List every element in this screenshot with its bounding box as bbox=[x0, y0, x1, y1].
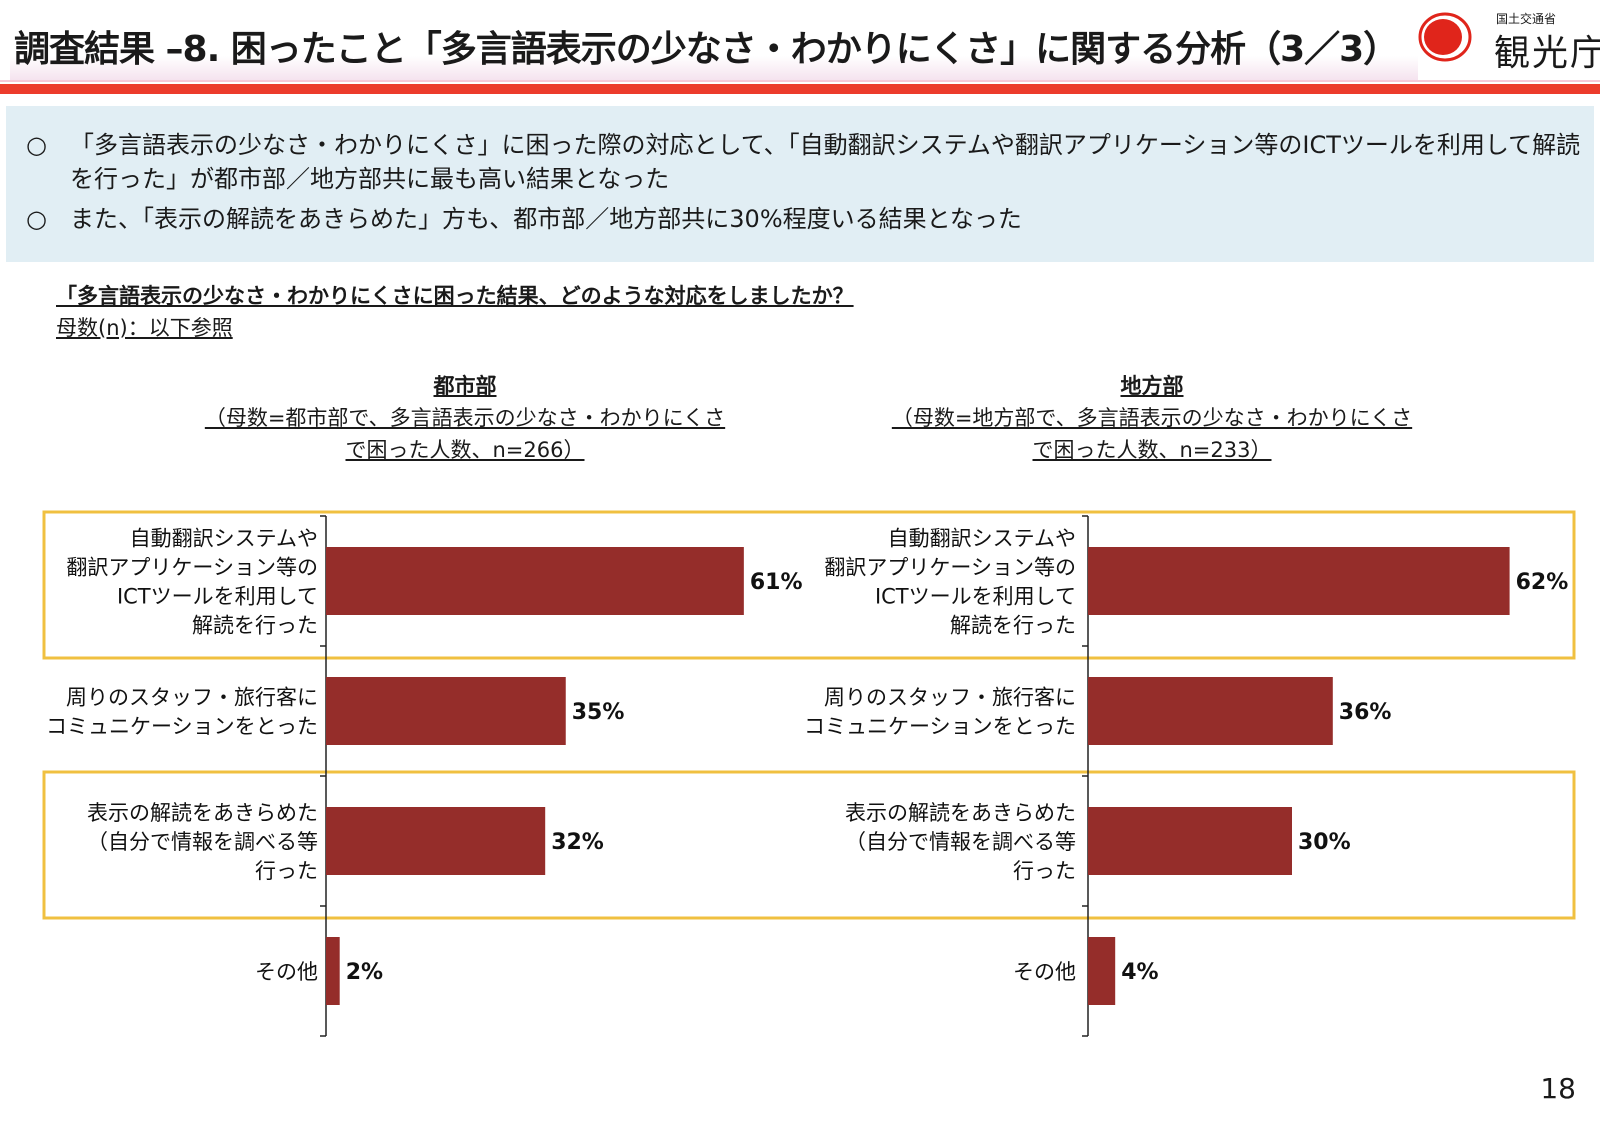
bar-value-label: 4% bbox=[1121, 960, 1158, 985]
bar-value-label: 30% bbox=[1298, 830, 1351, 855]
page-number: 18 bbox=[1540, 1072, 1576, 1105]
category-label: 解読を行った bbox=[950, 614, 1076, 638]
title-bar bbox=[0, 84, 1600, 94]
bar bbox=[326, 547, 744, 615]
category-label: 翻訳アプリケーション等の bbox=[66, 556, 318, 580]
chart-heading-rural: 地方部 （母数=地方部で、多言語表示の少なさ・わかりにくさ で困った人数、n=2… bbox=[887, 370, 1417, 466]
highlight-box bbox=[42, 510, 1576, 660]
category-label: 翻訳アプリケーション等の bbox=[824, 556, 1076, 580]
bar-value-label: 2% bbox=[346, 960, 383, 985]
category-label: （自分で情報を調べる等 bbox=[845, 830, 1076, 854]
bar bbox=[326, 677, 566, 745]
category-label: 表示の解読をあきらめた bbox=[845, 801, 1076, 825]
bar bbox=[1088, 677, 1333, 745]
category-label: （自分で情報を調べる等 bbox=[87, 830, 318, 854]
title-underline bbox=[0, 80, 1600, 82]
category-label: 行った bbox=[255, 859, 318, 883]
bar bbox=[326, 807, 546, 875]
page-title: 調査結果 –8. 困ったこと「多言語表示の少なさ・わかりにくさ」に関する分析（3… bbox=[10, 20, 1418, 80]
agency-logo: 国土交通省 観光庁 bbox=[1410, 6, 1600, 74]
chart-subtitle-line-2: で困った人数、n=266） bbox=[345, 438, 585, 462]
category-label: 周りのスタッフ・旅行客に bbox=[824, 686, 1076, 710]
chart-subtitle-line-2: で困った人数、n=233） bbox=[1032, 438, 1272, 462]
logo-circle-icon bbox=[1418, 12, 1472, 62]
bar-value-label: 62% bbox=[1516, 570, 1569, 595]
bar bbox=[1088, 807, 1292, 875]
category-label: 自動翻訳システムや bbox=[130, 527, 318, 551]
bullet-mark: ○ bbox=[26, 205, 47, 233]
summary-text-2: また、「表示の解読をあきらめた」方も、都市部／地方部共に30%程度いる結果となっ… bbox=[70, 205, 1022, 233]
category-label: コミュニケーションをとった bbox=[46, 715, 318, 739]
chart-title: 地方部 bbox=[1120, 374, 1184, 398]
chart-title: 都市部 bbox=[433, 374, 497, 398]
chart-subtitle-line-1: （母数=都市部で、多言語表示の少なさ・わかりにくさ bbox=[204, 406, 726, 430]
summary-box: ○ 「多言語表示の少なさ・わかりにくさ」に困った際の対応として、「自動翻訳システ… bbox=[6, 106, 1594, 262]
summary-text-1: 「多言語表示の少なさ・わかりにくさ」に困った際の対応として、「自動翻訳システムや… bbox=[70, 131, 1581, 159]
bar bbox=[326, 937, 340, 1005]
bar-value-label: 36% bbox=[1339, 700, 1392, 725]
bar bbox=[1088, 937, 1116, 1005]
category-label: 解読を行った bbox=[192, 614, 318, 638]
chart-heading-urban: 都市部 （母数=都市部で、多言語表示の少なさ・わかりにくさ で困った人数、n=2… bbox=[200, 370, 730, 466]
sample-size-note: 母数(n)：以下参照 bbox=[56, 316, 233, 340]
bullet-mark: ○ bbox=[26, 131, 47, 159]
chart-subtitle-line-1: （母数=地方部で、多言語表示の少なさ・わかりにくさ bbox=[891, 406, 1413, 430]
category-label: その他 bbox=[1013, 960, 1076, 984]
category-label: ICTツールを利用して bbox=[117, 585, 318, 609]
category-label: 行った bbox=[1013, 859, 1076, 883]
category-label: ICTツールを利用して bbox=[875, 585, 1076, 609]
logo-agency-text: 観光庁 bbox=[1494, 33, 1600, 74]
category-label: 自動翻訳システムや bbox=[888, 527, 1076, 551]
category-label: 表示の解読をあきらめた bbox=[87, 801, 318, 825]
bar-value-label: 35% bbox=[572, 700, 625, 725]
highlight-box bbox=[42, 770, 1576, 920]
category-label: 周りのスタッフ・旅行客に bbox=[66, 686, 318, 710]
survey-question: 「多言語表示の少なさ・わかりにくさに困った結果、どのような対応をしましたか？ bbox=[56, 284, 854, 308]
bar-value-label: 32% bbox=[551, 830, 604, 855]
bar-value-label: 61% bbox=[750, 570, 803, 595]
logo-ministry-text: 国土交通省 bbox=[1496, 12, 1557, 26]
summary-text-1b: を行った」が都市部／地方部共に最も高い結果となった bbox=[70, 165, 670, 193]
category-label: コミュニケーションをとった bbox=[804, 715, 1076, 739]
bar bbox=[1088, 547, 1510, 615]
category-label: その他 bbox=[255, 960, 318, 984]
